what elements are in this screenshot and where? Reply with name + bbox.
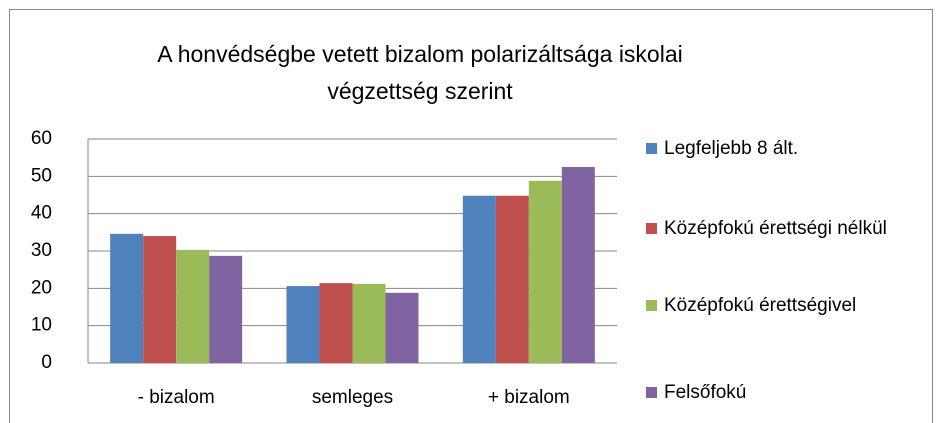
bar [385,292,419,363]
bar [495,195,529,363]
legend-item: Középfokú érettségivel [646,289,926,322]
legend-label: Középfokú érettségi nélkül [664,218,887,239]
chart-title: A honvédségbe vetett bizalom polarizálts… [157,41,683,104]
y-tick-label: 50 [31,165,52,186]
chart-border [9,9,933,423]
y-tick-label: 60 [31,128,52,149]
bar [143,236,177,363]
bar [319,283,353,363]
legend-swatch [646,223,657,234]
bar [462,195,496,363]
x-tick-label: + bizalom [488,387,570,408]
bar [110,233,144,363]
bar [209,255,243,363]
y-tick-label: 40 [31,203,52,224]
legend-swatch [646,387,657,398]
bar [352,283,386,363]
bar [286,286,320,363]
bar [528,180,562,363]
bar [176,249,210,363]
legend-item: Legfeljebb 8 ált. [646,132,926,165]
y-tick-label: 10 [31,315,52,336]
legend-label: Középfokú érettségivel [664,295,857,316]
legend-label: Legfeljebb 8 ált. [664,138,799,159]
legend-item: Középfokú érettségi nélkül [646,212,926,245]
x-tick-label: semleges [312,387,393,408]
legend-swatch [646,143,657,154]
legend-swatch [646,300,657,311]
x-tick-label: - bizalom [138,387,215,408]
y-tick-label: 30 [31,240,52,261]
legend-item: Felsőfokú [646,376,926,409]
bar [561,167,595,363]
legend-label: Felsőfokú [664,382,747,403]
y-tick-label: 20 [31,277,52,298]
y-tick-label: 0 [41,352,52,373]
